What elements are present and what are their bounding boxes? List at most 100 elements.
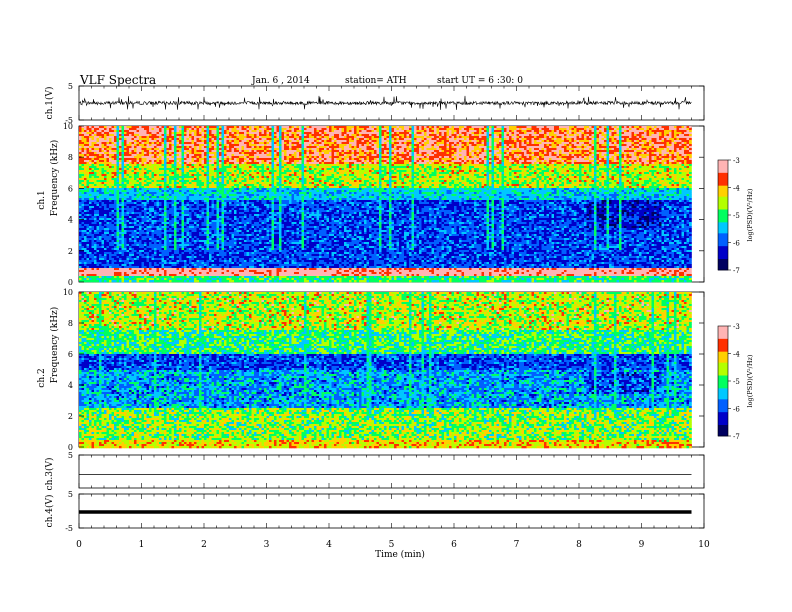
spectrogram-cell xyxy=(91,258,95,261)
spectrogram-cell xyxy=(126,254,130,257)
spectrogram-cell xyxy=(136,228,140,231)
spectrogram-cell xyxy=(211,254,215,257)
spectrogram-cell xyxy=(139,270,142,273)
spectrogram-cell xyxy=(214,168,217,171)
spectrogram-cell xyxy=(109,190,112,193)
spectrogram-cell xyxy=(174,164,177,167)
spectrogram-cell xyxy=(86,164,90,167)
spectrogram-cell xyxy=(101,208,105,211)
spectrogram-cell xyxy=(84,272,87,275)
spectrogram-cell xyxy=(116,176,120,179)
spectrogram-cell xyxy=(124,262,127,265)
spectrogram-cell xyxy=(209,254,212,257)
spectrogram-cell xyxy=(94,200,97,203)
spectrogram-cell xyxy=(219,198,222,201)
spectrogram-cell xyxy=(191,148,195,151)
spectrogram-cell xyxy=(164,206,167,209)
spectrogram-cell xyxy=(126,220,130,223)
spectrogram-cell xyxy=(191,258,195,261)
spectrogram-cell xyxy=(91,156,95,159)
spectrogram-cell xyxy=(191,228,195,231)
spectrogram-cell xyxy=(124,216,127,219)
spectrogram-cell xyxy=(161,172,165,175)
spectrogram-cell xyxy=(121,218,125,221)
spectrogram-cell xyxy=(169,272,172,275)
spectrogram-cell xyxy=(111,174,115,177)
spectrogram-cell xyxy=(206,172,210,175)
spectrogram-cell xyxy=(159,196,162,199)
spectrogram-cell xyxy=(121,202,125,205)
spectrogram-cell xyxy=(196,276,200,279)
spectrogram-cell xyxy=(194,178,197,181)
spectrogram-cell xyxy=(164,228,167,231)
spectrogram-cell xyxy=(191,262,195,265)
spectrogram-cell xyxy=(169,268,172,271)
spectrogram-cell xyxy=(191,144,195,147)
spectrogram-cell xyxy=(209,276,212,279)
spectrogram-cell xyxy=(206,240,210,243)
spectrogram-cell xyxy=(171,204,175,207)
spectrogram-cell xyxy=(139,190,142,193)
spectrogram-cell xyxy=(129,206,132,209)
spectrogram-cell xyxy=(166,174,170,177)
spectrogram-cell xyxy=(171,264,175,267)
spectrogram-cell xyxy=(129,246,132,249)
spectrogram-cell xyxy=(106,172,110,175)
spectrogram-cell xyxy=(129,134,132,137)
spectrogram-cell xyxy=(99,228,102,231)
spectrogram-cell xyxy=(129,172,132,175)
spectrogram-cell xyxy=(176,214,180,217)
spectrogram-cell xyxy=(216,248,220,251)
spectrogram-cell xyxy=(169,230,172,233)
spectrogram-cell xyxy=(86,268,90,271)
spectrogram-cell xyxy=(79,254,82,257)
spectrogram-cell xyxy=(109,176,112,179)
spectrogram-cell xyxy=(84,224,87,227)
spectrogram-cell xyxy=(101,250,105,253)
spectrogram-cell xyxy=(164,264,167,267)
spectrogram-cell xyxy=(109,196,112,199)
spectrogram-cell xyxy=(104,128,107,131)
spectrogram-cell xyxy=(184,274,187,277)
spectrogram-cell xyxy=(144,152,147,155)
spectrogram-cell xyxy=(219,206,222,209)
spectrogram-cell xyxy=(156,200,160,203)
spectrogram-cell xyxy=(221,154,225,157)
spectrogram-cell xyxy=(179,220,182,223)
spectrogram-cell xyxy=(141,258,145,261)
spectrogram-cell xyxy=(151,258,155,261)
spectrogram-cell xyxy=(84,252,87,255)
spectrogram-cell xyxy=(104,130,107,133)
spectrogram-cell xyxy=(189,136,192,139)
spectrogram-cell xyxy=(106,246,110,249)
spectrogram-cell xyxy=(79,160,82,163)
spectrogram-cell xyxy=(186,220,190,223)
spectrogram-cell xyxy=(164,154,167,157)
spectrogram-cell xyxy=(166,160,170,163)
spectrogram-cell xyxy=(209,264,212,267)
spectrogram-cell xyxy=(156,276,160,279)
spectrogram-cell xyxy=(206,276,210,279)
spectrogram-cell xyxy=(111,270,115,273)
spectrogram-cell xyxy=(116,184,120,187)
spectrogram-cell xyxy=(166,136,170,139)
spectrogram-cell xyxy=(106,216,110,219)
spectrogram-cell xyxy=(169,152,172,155)
spectrogram-cell xyxy=(114,244,117,247)
spectrogram-cell xyxy=(81,146,85,149)
spectrogram-cell xyxy=(219,238,222,241)
spectrogram-cell xyxy=(221,148,225,151)
spectrogram-cell xyxy=(159,230,162,233)
spectrogram-cell xyxy=(186,246,190,249)
spectrogram-cell xyxy=(84,214,87,217)
spectrogram-cell xyxy=(84,230,87,233)
spectrogram-cell xyxy=(154,256,157,259)
spectrogram-cell xyxy=(81,138,85,141)
spectrogram-cell xyxy=(156,188,160,191)
spectrogram-cell xyxy=(91,192,95,195)
spectrogram-cell xyxy=(214,170,217,173)
spectrogram-cell xyxy=(96,254,100,257)
spectrogram-cell xyxy=(209,158,212,161)
spectrogram-cell xyxy=(149,190,152,193)
